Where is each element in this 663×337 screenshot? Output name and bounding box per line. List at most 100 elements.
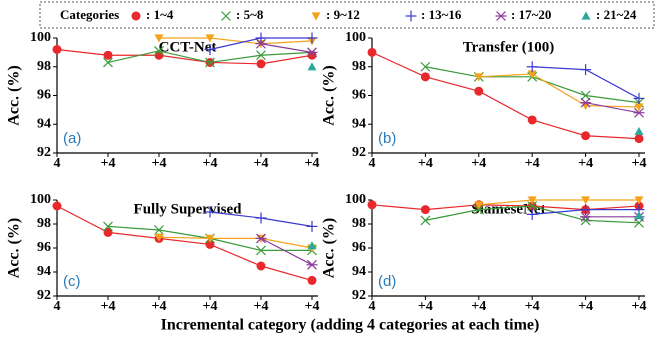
y-tick-label: 92 (37, 288, 51, 303)
y-tick-label: 98 (352, 216, 366, 231)
x-tick-label: 4 (54, 299, 61, 314)
y-axis-label: Acc. (%) (6, 65, 23, 125)
marker-shape (474, 86, 484, 96)
data-point (255, 233, 267, 244)
data-point (255, 38, 267, 49)
marker-stroke (527, 201, 538, 211)
data-point (580, 90, 591, 101)
marker-shape (103, 50, 113, 60)
legend-label: : 21~24 (596, 7, 637, 22)
x-tick-label: 4 (369, 156, 376, 171)
y-axis-label: Acc. (%) (321, 218, 338, 278)
marker-stroke (103, 221, 113, 232)
x-tick-label: +4 (254, 156, 269, 171)
legend-marker (221, 11, 231, 21)
data-point (204, 44, 216, 55)
marker-shape (634, 211, 644, 220)
series-line (478, 73, 640, 108)
data-point (527, 115, 537, 125)
data-point (634, 211, 644, 220)
x-tick-label: +4 (525, 156, 540, 171)
data-point (103, 57, 113, 68)
data-point (307, 62, 317, 71)
series-line (585, 102, 640, 114)
legend-marker (581, 11, 591, 20)
marker-shape (474, 73, 484, 82)
series-line (56, 48, 313, 65)
series-line (159, 37, 313, 45)
data-point (205, 234, 215, 243)
y-tick-label: 100 (345, 30, 366, 45)
data-point (205, 57, 215, 68)
data-point (634, 126, 644, 136)
legend-marker (131, 11, 141, 21)
series-line (158, 236, 313, 249)
marker-stroke (154, 225, 164, 235)
y-tick-label: 92 (37, 145, 51, 160)
y-axis-label: Acc. (%) (321, 65, 338, 125)
x-tick-label: +4 (471, 299, 486, 314)
data-point (473, 204, 484, 215)
x-tick-label: 4 (54, 156, 61, 171)
marker-shape (634, 103, 644, 112)
data-point (205, 34, 215, 43)
marker-shape (527, 196, 537, 205)
data-point (256, 261, 266, 271)
data-point (307, 241, 317, 250)
marker-shape (256, 261, 266, 271)
data-point (52, 45, 62, 54)
marker-shape (131, 11, 141, 21)
marker-stroke (420, 215, 431, 226)
data-point (420, 215, 431, 226)
data-point (52, 201, 62, 211)
data-point (581, 101, 591, 111)
marker-shape (307, 62, 317, 71)
marker-stroke (420, 61, 431, 72)
data-point (367, 200, 377, 210)
marker-shape (581, 11, 591, 20)
data-point (580, 64, 592, 76)
series-line (56, 205, 313, 281)
data-point (527, 201, 538, 211)
data-point (255, 212, 267, 224)
data-point (204, 206, 216, 218)
legend-marker (405, 10, 417, 22)
y-tick-label: 100 (30, 192, 51, 207)
marker-shape (420, 72, 430, 82)
data-point (103, 221, 113, 232)
legend-label: : 9~12 (326, 7, 360, 22)
data-point (581, 131, 591, 141)
data-point (154, 233, 164, 242)
marker-shape (52, 45, 62, 54)
legend-label: : 5~8 (236, 7, 264, 22)
data-point (205, 239, 215, 249)
x-tick-label: +4 (254, 299, 269, 314)
marker-shape (474, 201, 484, 210)
marker-shape (103, 227, 113, 237)
data-point (474, 201, 484, 210)
x-axis-label: Incremental category (adding 4 categorie… (161, 317, 540, 334)
data-point (306, 32, 318, 44)
y-tick-label: 100 (30, 30, 51, 45)
marker-shape (367, 47, 377, 57)
data-point (255, 32, 267, 44)
marker-shape (527, 115, 537, 125)
data-point (256, 245, 266, 256)
data-point (307, 275, 317, 285)
series-line (260, 237, 313, 266)
data-point (634, 196, 644, 205)
data-point (154, 34, 164, 43)
x-tick-label: 4 (369, 299, 376, 314)
x-tick-label: +4 (632, 299, 647, 314)
data-point (474, 86, 484, 96)
x-tick-label: +4 (525, 299, 540, 314)
y-tick-label: 92 (352, 288, 366, 303)
chart-title: Fully Supervised (134, 201, 243, 217)
y-tick-label: 94 (37, 264, 51, 279)
marker-shape (634, 134, 644, 144)
marker-stroke (221, 11, 231, 21)
legend-label: : 1~4 (146, 7, 174, 22)
legend-marker (311, 12, 321, 21)
x-tick-label: +4 (152, 156, 167, 171)
marker-shape (634, 196, 644, 205)
